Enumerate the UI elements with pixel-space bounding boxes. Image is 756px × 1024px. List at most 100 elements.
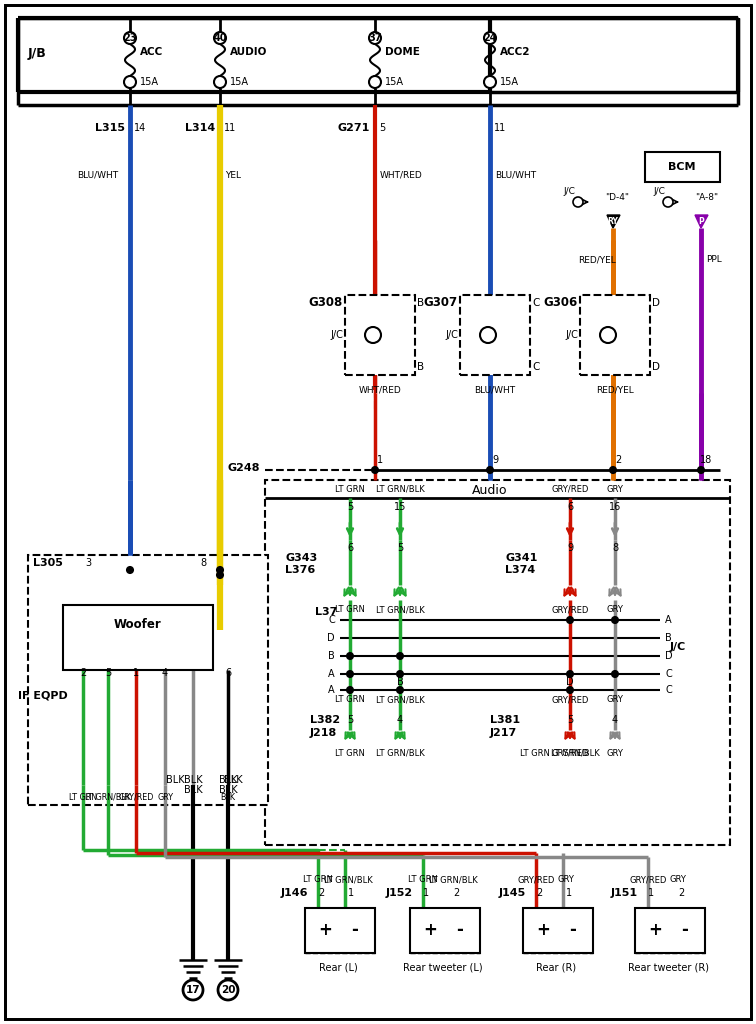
Text: L314: L314 bbox=[184, 123, 215, 133]
Text: Audio: Audio bbox=[472, 483, 508, 497]
Text: BLK: BLK bbox=[218, 785, 237, 795]
Text: 11: 11 bbox=[224, 123, 236, 133]
Circle shape bbox=[663, 197, 673, 207]
Text: Woofer: Woofer bbox=[114, 618, 162, 632]
Text: 11: 11 bbox=[494, 123, 507, 133]
Text: G271: G271 bbox=[338, 123, 370, 133]
Bar bbox=[345, 295, 415, 375]
Circle shape bbox=[610, 467, 616, 473]
Text: L382: L382 bbox=[310, 715, 340, 725]
Text: L376: L376 bbox=[285, 565, 315, 575]
Text: Rear (L): Rear (L) bbox=[318, 962, 358, 972]
Circle shape bbox=[600, 327, 616, 343]
Text: 3: 3 bbox=[85, 558, 91, 568]
Text: 37: 37 bbox=[368, 33, 382, 43]
Text: 6: 6 bbox=[225, 668, 231, 678]
Text: J/C: J/C bbox=[565, 330, 578, 340]
Text: GRY: GRY bbox=[558, 876, 575, 885]
Text: A: A bbox=[328, 685, 335, 695]
Text: J146: J146 bbox=[280, 888, 308, 898]
Circle shape bbox=[183, 980, 203, 1000]
Circle shape bbox=[218, 980, 238, 1000]
Text: GRY/RED: GRY/RED bbox=[551, 695, 589, 705]
Circle shape bbox=[484, 76, 496, 88]
Circle shape bbox=[484, 32, 496, 44]
Text: L374: L374 bbox=[505, 565, 535, 575]
Text: 16: 16 bbox=[609, 502, 621, 512]
Text: 5: 5 bbox=[347, 715, 353, 725]
Circle shape bbox=[217, 567, 223, 573]
Text: Rear tweeter (R): Rear tweeter (R) bbox=[627, 962, 708, 972]
Text: LT GRN: LT GRN bbox=[303, 876, 333, 885]
Bar bbox=[645, 152, 720, 182]
Circle shape bbox=[127, 567, 133, 573]
Text: PPL: PPL bbox=[706, 256, 722, 264]
Text: D: D bbox=[652, 362, 660, 372]
Text: L315: L315 bbox=[95, 123, 125, 133]
Circle shape bbox=[369, 32, 381, 44]
Circle shape bbox=[487, 467, 493, 473]
Circle shape bbox=[214, 32, 226, 44]
Text: C: C bbox=[532, 298, 539, 308]
Text: -: - bbox=[352, 921, 358, 939]
Text: LT GRN/BLK: LT GRN/BLK bbox=[376, 605, 424, 614]
Text: D: D bbox=[327, 633, 335, 643]
Text: 6: 6 bbox=[567, 502, 573, 512]
Circle shape bbox=[369, 76, 381, 88]
Text: B: B bbox=[397, 677, 404, 687]
Text: J/C: J/C bbox=[330, 330, 343, 340]
Text: BLK: BLK bbox=[221, 793, 236, 802]
Text: LT GRN/BLK: LT GRN/BLK bbox=[429, 876, 477, 885]
Text: 2: 2 bbox=[453, 888, 459, 898]
Text: L305: L305 bbox=[33, 558, 63, 568]
Text: LT GRN/BLK: LT GRN/BLK bbox=[376, 695, 424, 705]
Bar bbox=[523, 908, 593, 953]
Text: G341: G341 bbox=[505, 553, 538, 563]
Text: GRY/RED: GRY/RED bbox=[551, 749, 589, 758]
Text: C: C bbox=[532, 362, 539, 372]
Text: B: B bbox=[417, 362, 424, 372]
Text: 40: 40 bbox=[213, 33, 227, 43]
Circle shape bbox=[573, 197, 583, 207]
Text: G343: G343 bbox=[285, 553, 318, 563]
Text: 14: 14 bbox=[134, 123, 146, 133]
Circle shape bbox=[397, 687, 403, 693]
Text: BLU/WHT: BLU/WHT bbox=[77, 171, 118, 179]
Bar bbox=[460, 295, 530, 375]
Text: 1: 1 bbox=[377, 455, 383, 465]
Text: B: B bbox=[328, 651, 335, 662]
Text: 8: 8 bbox=[612, 543, 618, 553]
Text: G248: G248 bbox=[228, 463, 260, 473]
Bar bbox=[580, 295, 650, 375]
Text: G306: G306 bbox=[544, 297, 578, 309]
Circle shape bbox=[124, 32, 136, 44]
Text: -: - bbox=[457, 921, 463, 939]
Polygon shape bbox=[607, 215, 620, 228]
Text: LT GRN: LT GRN bbox=[69, 793, 97, 802]
Text: "A-8": "A-8" bbox=[695, 194, 718, 203]
Bar bbox=[28, 555, 268, 805]
Bar bbox=[63, 605, 213, 670]
Text: Rear tweeter (L): Rear tweeter (L) bbox=[403, 962, 483, 972]
Text: RY: RY bbox=[608, 217, 618, 226]
Text: RED/YEL: RED/YEL bbox=[578, 256, 615, 264]
Text: 8: 8 bbox=[200, 558, 206, 568]
Polygon shape bbox=[695, 215, 708, 228]
Text: J152: J152 bbox=[386, 888, 413, 898]
Text: 15A: 15A bbox=[140, 77, 159, 87]
Text: LT GRN: LT GRN bbox=[408, 876, 438, 885]
Text: BLK: BLK bbox=[184, 785, 203, 795]
Text: DOME: DOME bbox=[385, 47, 420, 57]
Text: C: C bbox=[665, 685, 672, 695]
Text: 4: 4 bbox=[397, 715, 403, 725]
Text: +: + bbox=[536, 921, 550, 939]
Text: 5: 5 bbox=[379, 123, 386, 133]
Text: BCM: BCM bbox=[668, 162, 696, 172]
Text: Rear (R): Rear (R) bbox=[536, 962, 576, 972]
Bar bbox=[410, 908, 480, 953]
Text: D: D bbox=[566, 677, 574, 687]
Text: L37: L37 bbox=[315, 607, 337, 617]
Text: +: + bbox=[423, 921, 437, 939]
Circle shape bbox=[698, 467, 704, 473]
Text: 2: 2 bbox=[615, 455, 621, 465]
